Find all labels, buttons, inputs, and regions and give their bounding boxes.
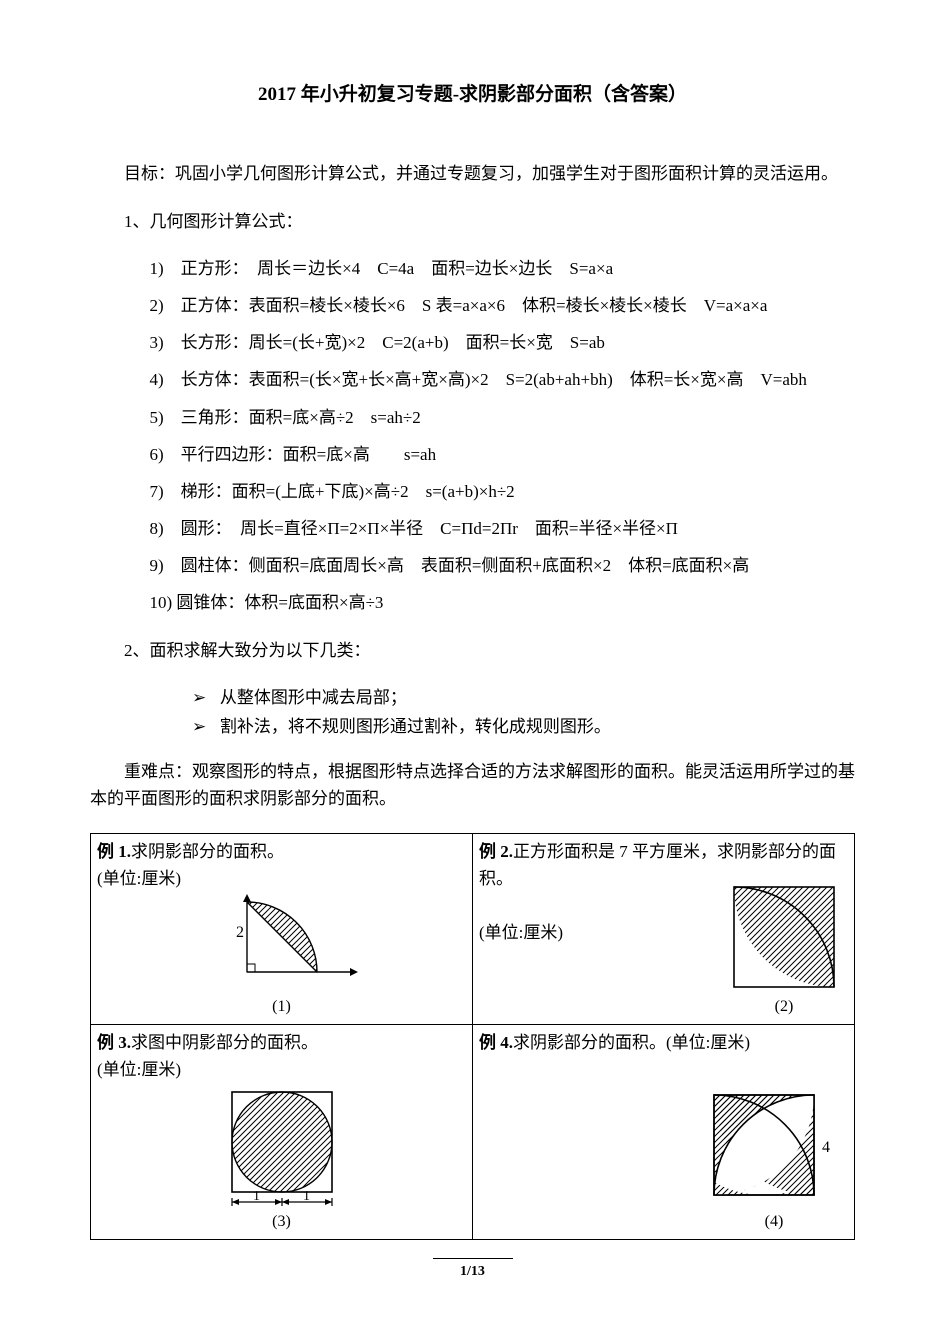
example-text: 求阴影部分的面积。 <box>131 842 284 861</box>
formula-item: 3) 长方形：周长=(长+宽)×2 C=2(a+b) 面积=长×宽 S=ab <box>150 329 856 356</box>
formula-item: 5) 三角形：面积=底×高÷2 s=ah÷2 <box>150 404 856 431</box>
example-unit: (单位:厘米) <box>97 1060 181 1079</box>
example-text: 求图中阴影部分的面积。 <box>131 1033 318 1052</box>
figure-caption: (1) <box>97 994 466 1020</box>
example-label: 例 2. <box>479 842 513 861</box>
page-title: 2017 年小升初复习专题-求阴影部分面积（含答案） <box>90 80 855 110</box>
example-label: 例 1. <box>97 842 131 861</box>
figure-1: 2 (1) <box>97 892 466 1020</box>
figure-4-svg: 4 <box>704 1087 844 1207</box>
formula-list: 1) 正方形： 周长＝边长×4 C=4a 面积=边长×边长 S=a×a 2) 正… <box>90 255 855 617</box>
section-1-head: 1、几何图形计算公式： <box>90 208 855 235</box>
example-cell-1: 例 1.求阴影部分的面积。 (单位:厘米) <box>91 833 473 1024</box>
examples-table: 例 1.求阴影部分的面积。 (单位:厘米) <box>90 833 855 1240</box>
page: 2017 年小升初复习专题-求阴影部分面积（含答案） 目标：巩固小学几何图形计算… <box>0 0 945 1313</box>
bullet-list: 从整体图形中减去局部； 割补法，将不规则图形通过割补，转化成规则图形。 <box>90 684 855 740</box>
example-unit: (单位:厘米) <box>97 869 181 888</box>
figure-2: (2) <box>724 882 844 1020</box>
formula-item: 8) 圆形： 周长=直径×Π=2×Π×半径 C=Πd=2Πr 面积=半径×半径×… <box>150 515 856 542</box>
formula-item: 9) 圆柱体：侧面积=底面周长×高 表面积=侧面积+底面积×2 体积=底面积×高 <box>150 552 856 579</box>
formula-item: 10) 圆锥体：体积=底面积×高÷3 <box>150 589 856 616</box>
figure-caption: (4) <box>704 1209 844 1235</box>
example-cell-3: 例 3.求图中阴影部分的面积。 (单位:厘米) <box>91 1024 473 1239</box>
figure-2-svg <box>724 882 844 992</box>
example-label: 例 3. <box>97 1033 131 1052</box>
example-cell-4: 例 4.求阴影部分的面积。(单位:厘米) <box>473 1024 855 1239</box>
figure-3: 1 1 (3) <box>97 1087 466 1235</box>
dim-label: 1 <box>303 1189 310 1204</box>
formula-item: 7) 梯形：面积=(上底+下底)×高÷2 s=(a+b)×h÷2 <box>150 478 856 505</box>
formula-item: 4) 长方体：表面积=(长×宽+长×高+宽×高)×2 S=2(ab+ah+bh)… <box>150 366 856 393</box>
figure-4: 4 (4) <box>704 1087 844 1235</box>
example-text: 正方形面积是 7 平方厘米，求阴影部分的面积。 <box>479 842 836 888</box>
bullet-item: 割补法，将不规则图形通过割补，转化成规则图形。 <box>192 713 855 740</box>
goal-text: 目标：巩固小学几何图形计算公式，并通过专题复习，加强学生对于图形面积计算的灵活运… <box>90 160 855 187</box>
formula-item: 1) 正方形： 周长＝边长×4 C=4a 面积=边长×边长 S=a×a <box>150 255 856 282</box>
dim-label: 1 <box>253 1189 260 1204</box>
example-cell-2: 例 2.正方形面积是 7 平方厘米，求阴影部分的面积。 (单位:厘米) <box>473 833 855 1024</box>
page-number: 1/13 <box>433 1258 513 1283</box>
dim-label: 2 <box>236 924 244 941</box>
example-unit: (单位:厘米) <box>479 923 563 942</box>
formula-item: 6) 平行四边形：面积=底×高 s=ah <box>150 441 856 468</box>
figure-caption: (3) <box>97 1209 466 1235</box>
figure-caption: (2) <box>724 994 844 1020</box>
figure-1-svg: 2 <box>202 892 362 992</box>
example-label: 例 4. <box>479 1033 513 1052</box>
formula-item: 2) 正方体：表面积=棱长×棱长×6 S 表=a×a×6 体积=棱长×棱长×棱长… <box>150 292 856 319</box>
example-text: 求阴影部分的面积。(单位:厘米) <box>513 1033 750 1052</box>
section-2-head: 2、面积求解大致分为以下几类： <box>90 637 855 664</box>
difficulty-text: 重难点：观察图形的特点，根据图形特点选择合适的方法求解图形的面积。能灵活运用所学… <box>90 758 855 812</box>
bullet-item: 从整体图形中减去局部； <box>192 684 855 711</box>
figure-3-svg: 1 1 <box>217 1087 347 1207</box>
dim-label: 4 <box>822 1139 830 1156</box>
